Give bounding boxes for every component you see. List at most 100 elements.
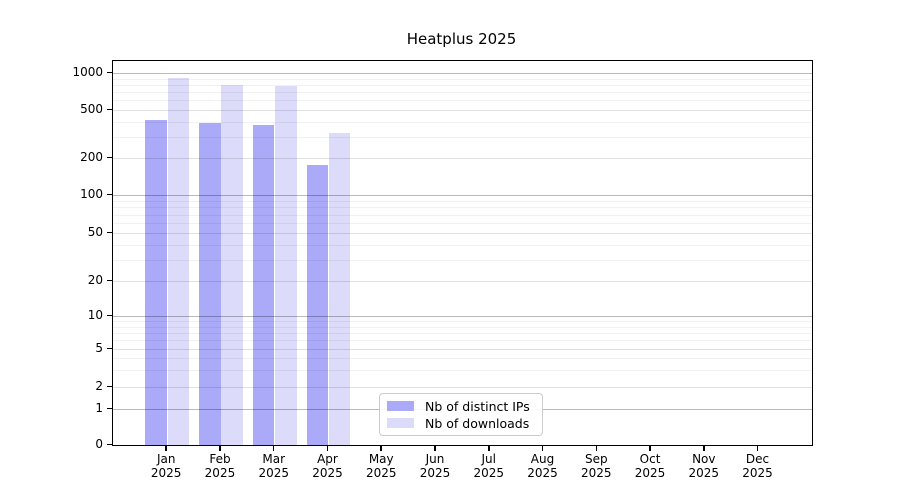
- y-tick-label-2: 2: [95, 379, 103, 393]
- gridline-minor-y8: [113, 326, 812, 328]
- legend-swatch-distinct-ips-icon: [387, 401, 414, 411]
- x-tick-year: 2025: [258, 465, 289, 480]
- x-tick-mark-mar: [272, 445, 275, 451]
- y-tick-label-500: 500: [80, 102, 103, 116]
- x-tick-label-apr: Apr 2025: [299, 452, 355, 480]
- gridline-minor-y90: [113, 200, 812, 202]
- x-tick-label-oct: Oct 2025: [622, 452, 678, 480]
- x-tick-year: 2025: [634, 465, 666, 480]
- gridline-minor-y3: [113, 370, 812, 372]
- y-tick-label-20: 20: [87, 273, 103, 287]
- y-tick-mark-2: [107, 385, 112, 387]
- gridline-minor-y800: [113, 84, 812, 86]
- x-tick-label-mar: Mar 2025: [246, 452, 302, 480]
- gridline-y1000: [113, 73, 812, 74]
- x-tick-month: Apr: [317, 452, 338, 466]
- y-tick-mark-200: [107, 156, 112, 158]
- bar-downloads-feb: [221, 85, 243, 445]
- gridline-minor-y300: [113, 136, 812, 138]
- x-tick-year: 2025: [204, 465, 236, 480]
- y-tick-mark-10: [107, 314, 112, 316]
- y-tick-mark-50: [107, 231, 112, 233]
- y-tick-label-5: 5: [95, 341, 103, 355]
- x-tick-label-aug: Aug 2025: [515, 452, 571, 480]
- gridline-y100: [113, 195, 812, 196]
- y-tick-mark-0: [107, 443, 112, 445]
- legend-label-distinct-ips: Nb of distinct IPs: [425, 398, 530, 414]
- bar-downloads-jan: [167, 78, 190, 445]
- gridline-minor-y700: [113, 92, 812, 94]
- x-tick-label-nov: Nov 2025: [676, 452, 732, 480]
- gridline-minor-y80: [113, 207, 812, 209]
- y-tick-label-200: 200: [80, 150, 103, 164]
- plot-area: [112, 60, 813, 446]
- legend-swatch-downloads-icon: [387, 418, 414, 428]
- bar-distinct-ips-mar: [252, 124, 275, 445]
- bar-downloads-mar: [275, 85, 297, 445]
- y-tick-mark-100: [107, 193, 112, 195]
- x-tick-mark-aug: [541, 445, 544, 451]
- y-tick-mark-500: [107, 108, 112, 110]
- gridline-minor-y400: [113, 121, 812, 123]
- x-tick-mark-nov: [703, 445, 705, 451]
- x-tick-month: Jun: [425, 452, 445, 466]
- gridline-minor-y4: [113, 358, 812, 360]
- bar-distinct-ips-jan: [145, 119, 167, 445]
- x-tick-year: 2025: [150, 465, 182, 480]
- gridline-minor-y30: [113, 259, 812, 261]
- legend: Nb of distinct IPs Nb of downloads: [379, 393, 543, 436]
- x-tick-mark-jan: [165, 445, 167, 451]
- x-tick-mark-sep: [595, 445, 598, 451]
- x-tick-label-sep: Sep 2025: [568, 452, 624, 480]
- x-tick-month: May: [368, 452, 394, 466]
- y-tick-label-1000: 1000: [72, 65, 103, 79]
- gridline-y5: [113, 349, 812, 350]
- gridline-minor-y6: [113, 340, 812, 342]
- x-tick-month: Sep: [584, 452, 608, 466]
- y-tick-mark-1: [107, 407, 112, 409]
- gridline-minor-y40: [113, 244, 812, 246]
- gridline-minor-y70: [113, 214, 812, 216]
- x-tick-year: 2025: [580, 465, 612, 480]
- gridline-minor-y9: [113, 321, 812, 323]
- x-tick-mark-may: [380, 445, 382, 451]
- legend-item-downloads: Nb of downloads: [387, 415, 534, 431]
- y-tick-label-0: 0: [95, 437, 103, 451]
- gridline-minor-y600: [113, 100, 812, 102]
- x-tick-mark-feb: [219, 445, 221, 451]
- x-tick-label-may: May 2025: [353, 452, 409, 480]
- y-tick-label-10: 10: [87, 308, 103, 322]
- x-tick-year: 2025: [688, 465, 720, 480]
- legend-label-downloads: Nb of downloads: [425, 415, 530, 431]
- y-tick-mark-20: [107, 279, 112, 281]
- x-tick-month: Mar: [262, 452, 286, 466]
- bar-distinct-ips-feb: [199, 123, 221, 445]
- bar-distinct-ips-apr: [306, 164, 329, 445]
- x-tick-year: 2025: [365, 465, 397, 480]
- y-tick-label-50: 50: [87, 225, 103, 239]
- x-tick-month: Dec: [745, 452, 770, 466]
- gridline-y50: [113, 233, 812, 234]
- gridline-y2: [113, 387, 812, 388]
- chart-title: Heatplus 2025: [406, 30, 517, 48]
- x-tick-month: Jan: [156, 452, 176, 466]
- x-tick-mark-jun: [434, 445, 436, 451]
- x-tick-label-jan: Jan 2025: [138, 452, 194, 480]
- gridline-y500: [113, 110, 812, 111]
- y-tick-mark-5: [107, 347, 112, 349]
- x-tick-month: Aug: [530, 452, 555, 466]
- gridline-y20: [113, 281, 812, 282]
- x-tick-year: 2025: [742, 465, 773, 480]
- x-tick-label-dec: Dec 2025: [730, 452, 786, 480]
- x-tick-month: Jul: [481, 452, 496, 466]
- x-tick-label-feb: Feb 2025: [192, 452, 248, 480]
- x-tick-year: 2025: [312, 465, 343, 480]
- gridline-y10: [113, 316, 812, 317]
- x-tick-month: Oct: [639, 452, 661, 466]
- x-tick-year: 2025: [419, 465, 451, 480]
- y-tick-label-100: 100: [80, 187, 103, 201]
- x-tick-month: Nov: [692, 452, 716, 466]
- x-tick-mark-jul: [488, 445, 490, 451]
- x-tick-mark-apr: [326, 445, 329, 451]
